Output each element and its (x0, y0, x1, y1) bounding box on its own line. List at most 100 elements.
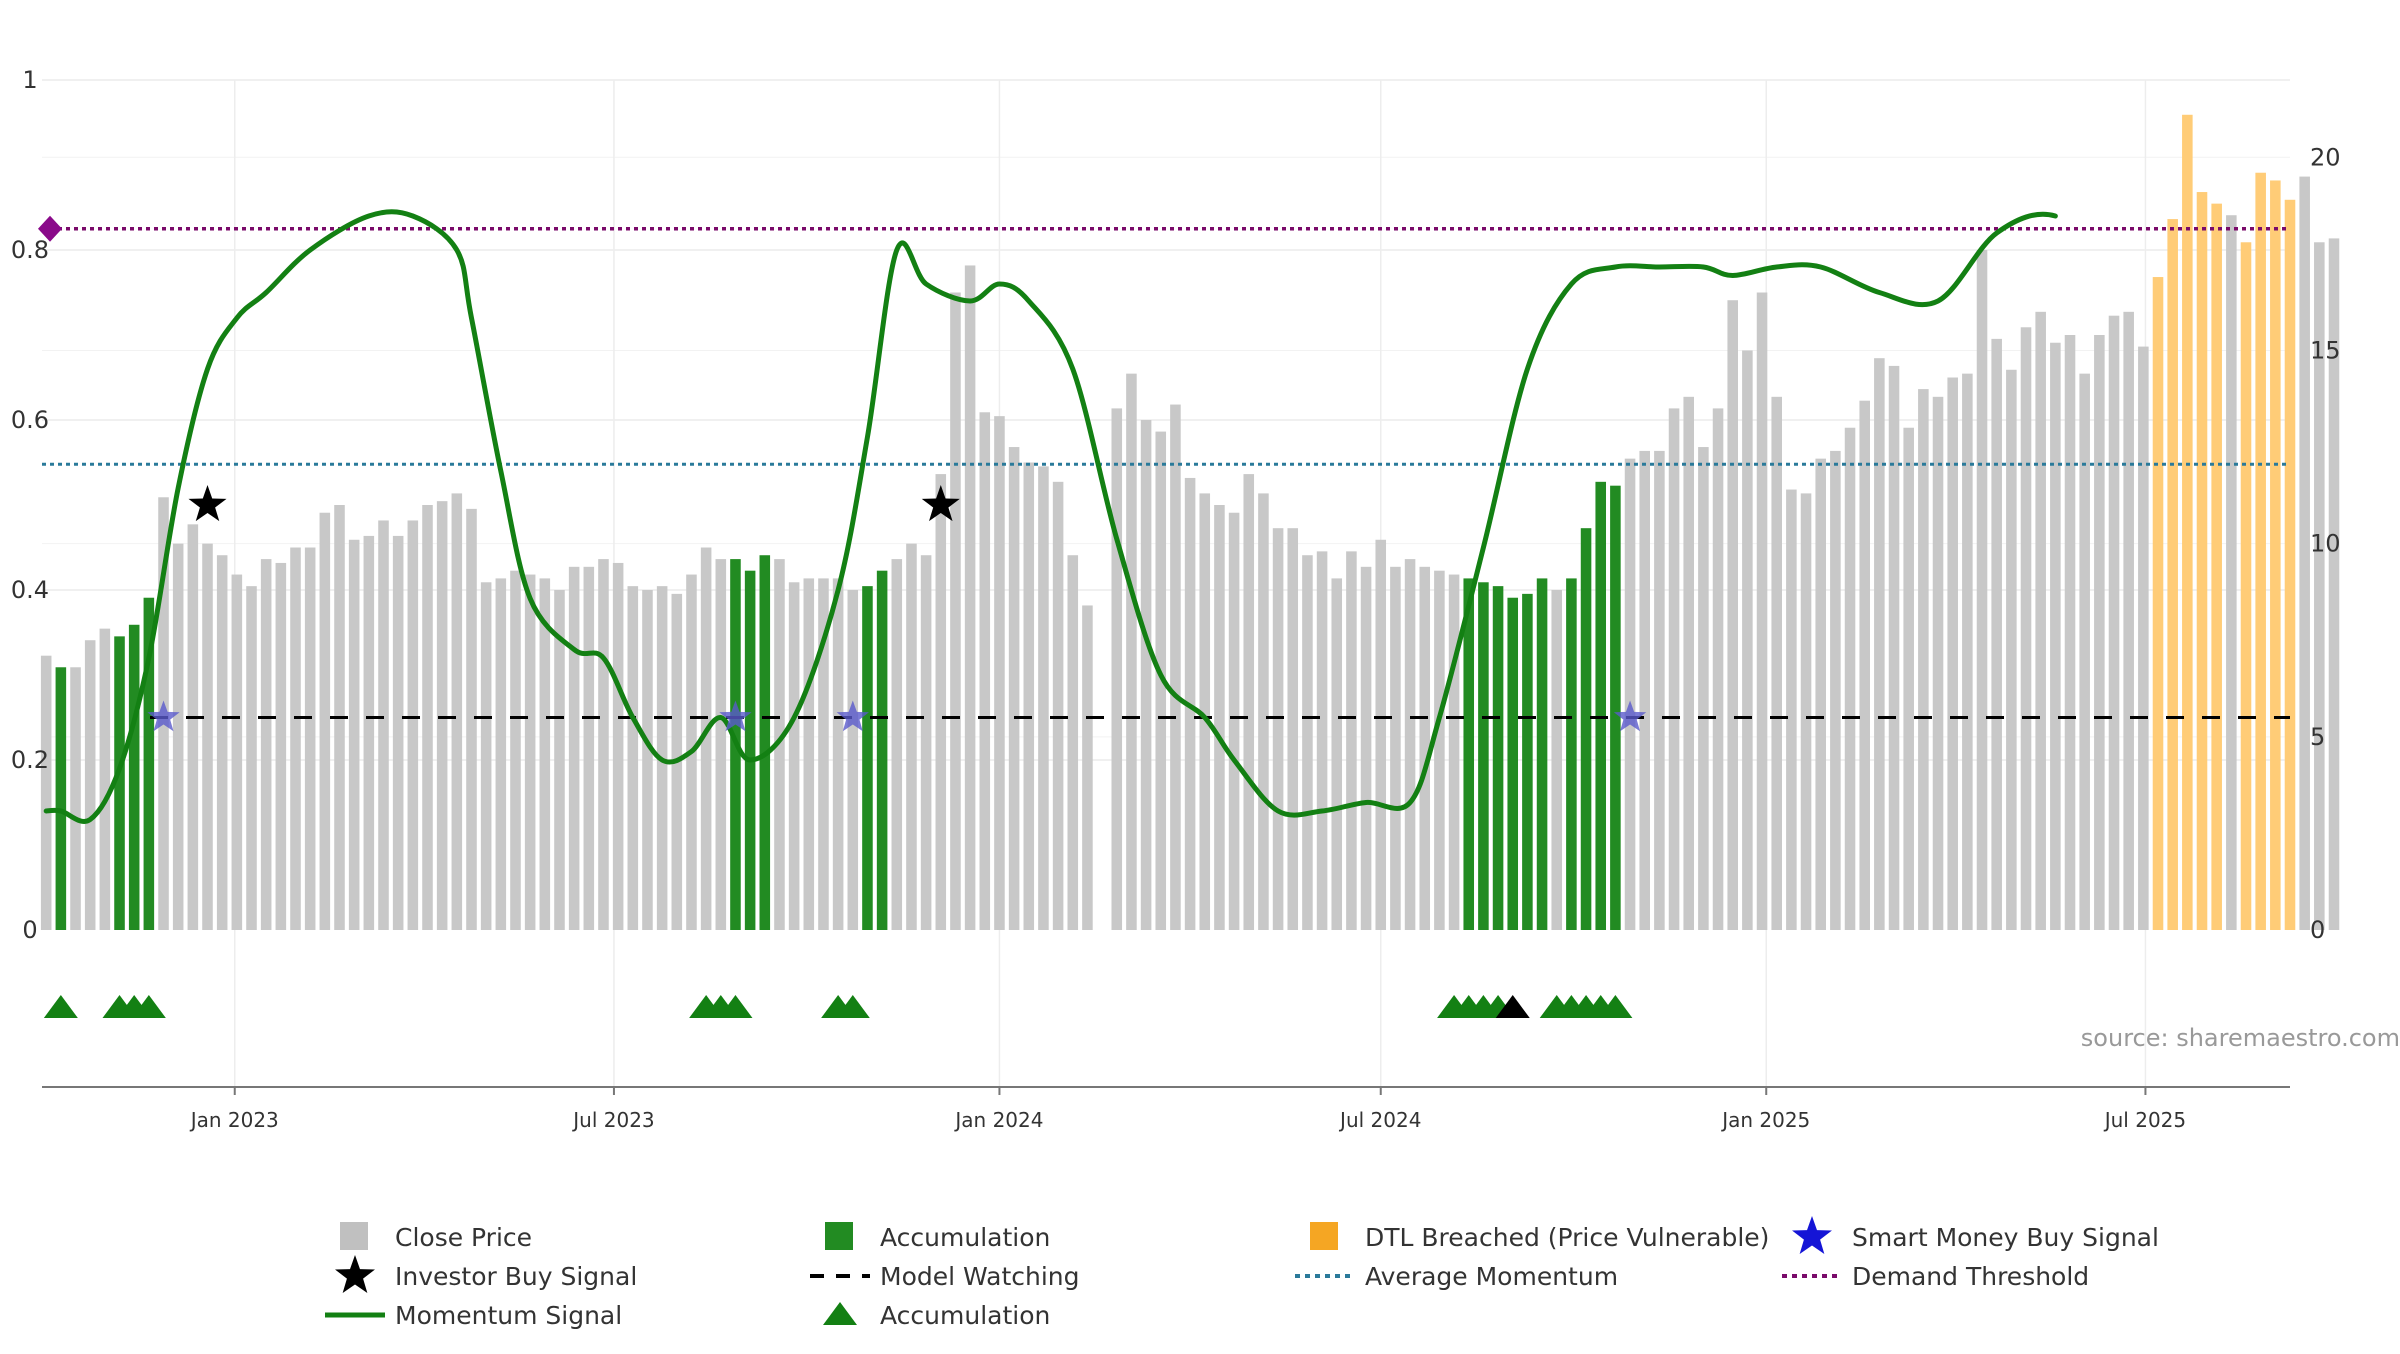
left-axis-tick-label: 0.6 (11, 406, 49, 434)
close-price-bar (1140, 420, 1152, 930)
close-price-bar (1360, 566, 1372, 930)
close-price-bar (598, 559, 609, 930)
legend-label: Accumulation (880, 1223, 1050, 1252)
close-price-bar (436, 501, 448, 930)
close-price-bar (627, 586, 639, 930)
close-price-bar (700, 547, 712, 930)
close-price-bar (466, 508, 477, 930)
close-price-bar (1199, 493, 1211, 930)
accumulation-bar (862, 586, 873, 930)
dtl-breached-bar (2167, 219, 2178, 930)
right-axis-tick-label: 0 (2310, 916, 2325, 944)
legend-square-icon (825, 1222, 853, 1250)
close-price-bar (832, 578, 844, 930)
legend-label: Smart Money Buy Signal (1852, 1223, 2159, 1252)
accumulation-markers (43, 995, 1633, 1018)
close-price-bar (1800, 493, 1812, 930)
x-axis-tick-label: Jul 2024 (1338, 1108, 1421, 1132)
close-price-bar (1698, 447, 1709, 930)
close-price-bar (99, 628, 111, 930)
close-price-bar (1404, 559, 1416, 930)
close-price-bar (935, 474, 947, 930)
close-price-bar (612, 562, 624, 930)
accumulation-bar (1478, 582, 1489, 930)
close-price-bar (1170, 404, 1181, 931)
close-price-bar (920, 555, 932, 930)
accumulation-bar (114, 636, 125, 930)
close-price-bar (1434, 570, 1445, 930)
legend-label: Close Price (395, 1223, 532, 1252)
close-price-bar (847, 590, 859, 930)
close-price-bar (1991, 338, 2002, 930)
close-price-bar (715, 559, 727, 930)
legend-label: Average Momentum (1365, 1262, 1618, 1291)
dtl-breached-bar (2196, 192, 2208, 930)
close-price-bar (2094, 335, 2105, 930)
accumulation-marker (131, 995, 166, 1018)
x-axis-tick-label: Jan 2024 (953, 1108, 1043, 1132)
close-price-bar (422, 505, 433, 930)
demand-threshold-marker (38, 215, 62, 242)
legend-label: DTL Breached (Price Vulnerable) (1365, 1223, 1769, 1252)
smart-money-buy-signal (719, 700, 752, 732)
close-price-bar (348, 539, 360, 930)
close-price-bar (1668, 408, 1680, 931)
close-price-bar (1419, 566, 1431, 930)
close-price-bar (480, 582, 492, 930)
legend-item: Smart Money Buy Signal (1792, 1216, 2159, 1254)
close-price-bar (1903, 427, 1914, 930)
close-price-bar (1962, 373, 1973, 930)
close-price-bar (172, 543, 184, 930)
close-price-bar (1624, 458, 1636, 930)
accumulation-bar (143, 597, 155, 930)
legend-item: Demand Threshold (1782, 1262, 2089, 1291)
left-axis-tick-label: 0.2 (11, 746, 49, 774)
close-price-bar (1287, 528, 1299, 930)
close-price-bar (1067, 555, 1079, 930)
close-price-bar (1375, 539, 1387, 930)
close-price-bar (187, 524, 199, 930)
legend: Close Price Accumulation DTL Breached (Pri… (325, 1216, 2159, 1330)
close-price-bar (1331, 578, 1343, 930)
close-price-bar (1654, 450, 1665, 930)
close-price-bar (1126, 373, 1137, 930)
dtl-breached-bar (2152, 277, 2164, 931)
close-price-bar (1052, 481, 1064, 930)
reference-lines (38, 215, 2290, 719)
accumulation-bar (1463, 578, 1475, 930)
close-price-bar (260, 559, 272, 930)
close-price-bar (1155, 431, 1167, 930)
close-price-bar (568, 566, 580, 930)
close-price-bar (2123, 311, 2134, 930)
smart-money-buy-signal (836, 700, 869, 732)
close-price-bar (1023, 462, 1035, 930)
close-price-bar (1111, 408, 1123, 931)
accumulation-bar (128, 624, 140, 930)
close-price-bar (275, 562, 287, 930)
accumulation-marker (1598, 995, 1633, 1018)
legend-label: Investor Buy Signal (395, 1262, 637, 1291)
close-price-bar (1448, 574, 1460, 930)
close-price-bar (319, 512, 331, 930)
accumulation-bar (1595, 481, 1607, 930)
close-price-bar (803, 578, 815, 930)
close-price-bar (1756, 292, 1768, 930)
close-price-bar (1742, 350, 1753, 930)
close-price-bar (1932, 396, 1944, 930)
accumulation-bar (744, 570, 756, 930)
legend-star-icon (335, 1255, 375, 1293)
legend-item: Accumulation (825, 1222, 1050, 1252)
close-price-bar (1888, 365, 1900, 931)
close-price-bar (1918, 389, 1929, 930)
momentum-line (43, 209, 2058, 824)
left-axis-tick-label: 0.4 (11, 576, 49, 604)
dtl-breached-bar (2270, 180, 2281, 931)
close-price-bar (818, 578, 829, 930)
legend-triangle-icon (823, 1302, 857, 1325)
close-price-bar (1771, 396, 1782, 930)
legend-label: Momentum Signal (395, 1301, 622, 1330)
close-price-bar (2108, 315, 2120, 930)
x-axis-tick-label: Jul 2025 (2103, 1108, 2186, 1132)
legend-item: Model Watching (810, 1262, 1080, 1291)
